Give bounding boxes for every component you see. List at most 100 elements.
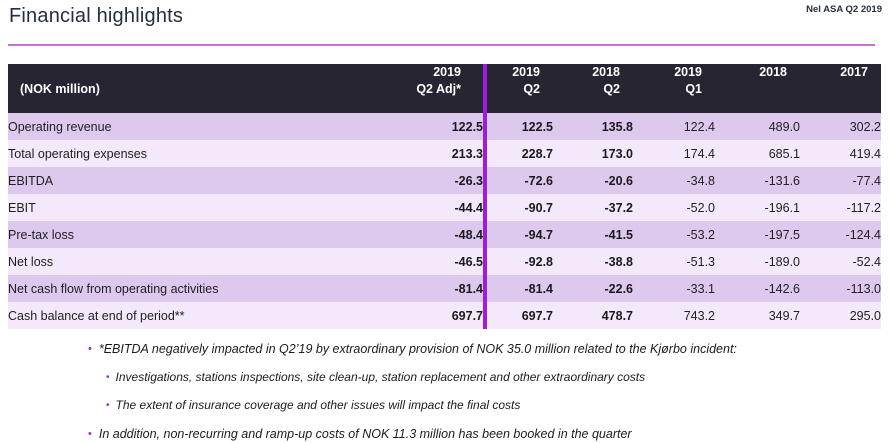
column-header-quarter: Q1	[685, 82, 702, 96]
row-label: Net loss	[8, 248, 388, 275]
column-header-quarter	[715, 81, 787, 98]
cell-value: -52.4	[800, 248, 881, 275]
cell-value: -81.4	[483, 275, 553, 302]
cell-value: -53.2	[633, 221, 715, 248]
cell-value: -34.8	[633, 167, 715, 194]
bullet-text: In addition, non-recurring and ramp-up c…	[98, 427, 632, 441]
bullet-text: The extent of insurance coverage and oth…	[115, 398, 521, 412]
table-row: EBITDA -26.3 -72.6 -20.6 -34.8 -131.6 -77.4	[8, 167, 881, 194]
row-label: EBITDA	[8, 167, 388, 194]
table-row: Net cash flow from operating activities -…	[8, 275, 881, 302]
bullet-icon: •	[88, 343, 92, 355]
cell-value: -72.6	[483, 167, 553, 194]
column-header-year: 2018	[759, 65, 787, 79]
page-title: Financial highlights	[9, 5, 184, 27]
column-header: 2018 Q2	[553, 64, 633, 113]
column-header-quarter: Q2	[603, 82, 620, 96]
cell-value: 122.5	[483, 113, 553, 140]
financial-table: (NOK million) 2019 Q2 Adj* 2019 Q2 2018 Q2 201…	[8, 64, 881, 329]
column-header-quarter: Q2 Adj*	[416, 82, 461, 96]
cell-value: 489.0	[715, 113, 800, 140]
cell-value: -124.4	[800, 221, 881, 248]
cell-value: -52.0	[633, 194, 715, 221]
cell-value: -196.1	[715, 194, 800, 221]
column-header-year: 2018	[592, 65, 620, 79]
cell-value: -41.5	[553, 221, 633, 248]
bullet-icon: •	[88, 428, 92, 440]
cell-value: -189.0	[715, 248, 800, 275]
cell-value: -94.7	[483, 221, 553, 248]
bullet-list: • *EBITDA negatively impacted in Q2’19 by…	[0, 334, 889, 443]
cell-value: -22.6	[553, 275, 633, 302]
table-row: Net loss -46.5 -92.8 -38.8 -51.3 -189.0 -52.4	[8, 248, 881, 275]
table-header-row: (NOK million) 2019 Q2 Adj* 2019 Q2 2018 Q2 201…	[8, 64, 881, 113]
cell-value: 685.1	[715, 140, 800, 167]
table-row: Total operating expenses 213.3 228.7 173.0 1…	[8, 140, 881, 167]
cell-value: -113.0	[800, 275, 881, 302]
cell-value: 122.4	[633, 113, 715, 140]
cell-value: 419.4	[800, 140, 881, 167]
column-header: 2018	[715, 64, 800, 113]
row-label: Pre-tax loss	[8, 221, 388, 248]
column-header-quarter: Q2	[523, 82, 540, 96]
column-header: 2019 Q2 Adj*	[388, 64, 485, 113]
table-row: Pre-tax loss -48.4 -94.7 -41.5 -53.2 -197.5 -1…	[8, 221, 881, 248]
corner-note: Nel ASA Q2 2019	[806, 4, 882, 15]
cell-value: 228.7	[483, 140, 553, 167]
row-label: Total operating expenses	[8, 140, 388, 167]
cell-value: -26.3	[388, 167, 485, 194]
cell-value: 743.2	[633, 302, 715, 329]
cell-value: -77.4	[800, 167, 881, 194]
column-header-year: 2019	[674, 65, 702, 79]
bullet-item: • *EBITDA negatively impacted in Q2’19 by…	[88, 342, 889, 358]
row-label: Operating revenue	[8, 113, 388, 140]
table-row: EBIT -44.4 -90.7 -37.2 -52.0 -196.1 -117.2	[8, 194, 881, 221]
cell-value: -131.6	[715, 167, 800, 194]
row-label: Cash balance at end of period**	[8, 302, 388, 329]
cell-value: -51.3	[633, 248, 715, 275]
cell-value: -92.8	[483, 248, 553, 275]
column-header-year: 2019	[512, 65, 540, 79]
cell-value: 173.0	[553, 140, 633, 167]
nok-million-label: (NOK million)	[20, 82, 100, 96]
cell-value: -38.8	[553, 248, 633, 275]
nok-million-header: (NOK million)	[8, 64, 388, 113]
bullet-icon: •	[106, 372, 110, 383]
cell-value: 697.7	[388, 302, 485, 329]
bullet-item: • Investigations, stations inspections, s…	[106, 370, 889, 386]
row-label: EBIT	[8, 194, 388, 221]
cell-value: 478.7	[553, 302, 633, 329]
bullet-item: • The extent of insurance coverage and ot…	[106, 398, 889, 414]
column-header: 2017	[800, 64, 881, 113]
title-rule	[8, 44, 875, 46]
cell-value: 135.8	[553, 113, 633, 140]
bullet-icon: •	[106, 400, 110, 411]
bullet-text: Investigations, stations inspections, si…	[115, 370, 646, 384]
cell-value: 213.3	[388, 140, 485, 167]
cell-value: 349.7	[715, 302, 800, 329]
row-label: Net cash flow from operating activities	[8, 275, 388, 302]
cell-value: 174.4	[633, 140, 715, 167]
column-header-year: 2017	[840, 65, 868, 79]
cell-value: 302.2	[800, 113, 881, 140]
table-row: Cash balance at end of period** 697.7 697.…	[8, 302, 881, 329]
bullet-text: *EBITDA negatively impacted in Q2’19 by …	[98, 342, 737, 356]
cell-value: 697.7	[483, 302, 553, 329]
column-header-year: 2019	[433, 65, 461, 79]
column-header: 2019 Q1	[633, 64, 715, 113]
cell-value: -81.4	[388, 275, 485, 302]
column-header: 2019 Q2	[483, 64, 553, 113]
column-header-quarter	[800, 81, 868, 98]
cell-value: -37.2	[553, 194, 633, 221]
cell-value: -117.2	[800, 194, 881, 221]
cell-value: 295.0	[800, 302, 881, 329]
cell-value: -197.5	[715, 221, 800, 248]
cell-value: 122.5	[388, 113, 485, 140]
table-row: Operating revenue 122.5 122.5 135.8 122.4 489…	[8, 113, 881, 140]
cell-value: -20.6	[553, 167, 633, 194]
bullet-item: • In addition, non-recurring and ramp-up …	[88, 427, 889, 443]
cell-value: -48.4	[388, 221, 485, 248]
cell-value: -33.1	[633, 275, 715, 302]
cell-value: -46.5	[388, 248, 485, 275]
cell-value: -90.7	[483, 194, 553, 221]
